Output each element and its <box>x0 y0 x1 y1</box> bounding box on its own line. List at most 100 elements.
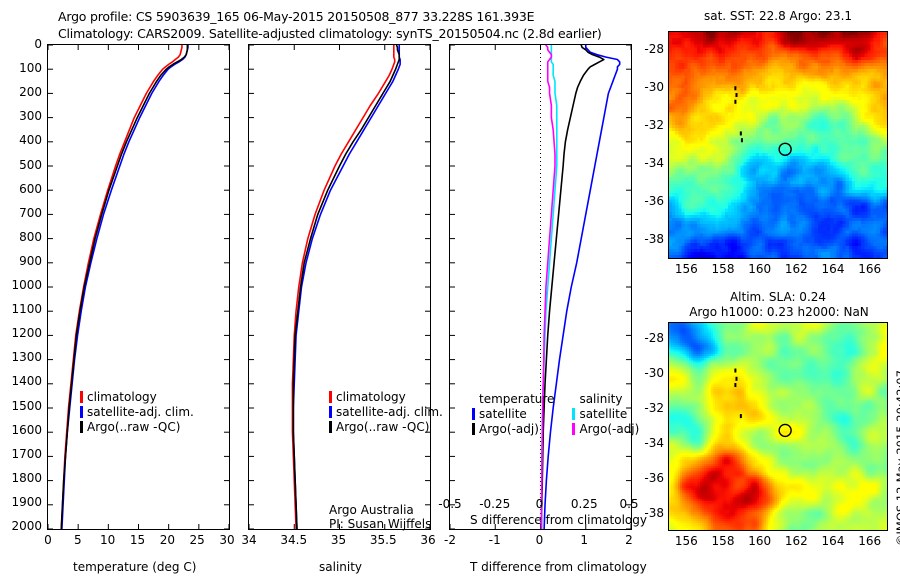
temperature-xtick-6: 30 <box>219 533 235 547</box>
legend-label-satellite-adj: satellite-adj. clim. <box>87 404 194 419</box>
legend-swatch-satellite-adj <box>80 405 83 418</box>
sst-lat-5: -38 <box>644 232 664 246</box>
salinity-xtick-1: 34.5 <box>280 533 308 547</box>
diff-sal-xtick-1: -0.25 <box>479 497 511 511</box>
page-title-line2: Climatology: CARS2009. Satellite-adjuste… <box>58 26 602 41</box>
depth-tick-600: 600 <box>19 181 42 196</box>
difference-legend: temperature satellite Argo(-adj) salinit… <box>472 391 639 436</box>
legend-label-climatology: climatology <box>87 389 157 404</box>
salinity-xtick-3: 35.5 <box>369 533 397 547</box>
temperature-xtick-4: 20 <box>159 533 175 547</box>
legend-label-sal-satellite: satellite <box>579 406 628 421</box>
salinity-plot-area <box>249 45 430 529</box>
sla-lat-0: -28 <box>644 331 664 346</box>
sla-lat-5: -38 <box>644 505 664 520</box>
depth-tick-1200: 1200 <box>11 326 42 341</box>
sla-lat-2: -32 <box>644 401 664 416</box>
legend-item-argo: Argo(..raw -QC) <box>80 419 194 434</box>
sst-lat-1: -30 <box>644 80 664 94</box>
sla-lat-4: -36 <box>644 470 664 485</box>
sla-lat-1: -30 <box>644 366 664 381</box>
difference-legend-temperature: temperature satellite Argo(-adj) <box>472 391 554 436</box>
legend-swatch-climatology <box>80 390 83 403</box>
sst-lat-4: -36 <box>644 194 664 208</box>
temperature-xtick-0: 0 <box>44 533 52 547</box>
sla-lon-5: 166 <box>858 534 882 548</box>
legend-header-salinity: salinity <box>572 391 639 406</box>
temperature-xtick-5: 25 <box>189 533 205 547</box>
sla-lon-3: 162 <box>784 534 808 548</box>
argo-australia-credit: Argo Australia PI: Susan Wijffels <box>329 503 431 531</box>
sst-lon-1: 158 <box>711 262 735 276</box>
legend-item-sal-satellite: satellite <box>572 406 639 421</box>
depth-tick-900: 900 <box>19 253 42 268</box>
diff-temp-xtick-2: 0 <box>535 533 544 547</box>
depth-tick-300: 300 <box>19 109 42 124</box>
legend-label-climatology: climatology <box>336 389 406 404</box>
depth-tick-100: 100 <box>19 61 42 76</box>
sst-lat-0: -28 <box>644 42 664 56</box>
sla-map-title-line2: Argo h1000: 0.23 h2000: NaN <box>689 305 869 319</box>
legend-item-climatology: climatology <box>80 389 194 404</box>
credit-line-2: PI: Susan Wijffels <box>329 517 432 531</box>
depth-tick-700: 700 <box>19 205 42 220</box>
legend-label-sal-argo-adj: Argo(-adj) <box>579 421 640 436</box>
legend-label-temp-satellite: satellite <box>479 406 527 421</box>
sst-lon-2: 160 <box>748 262 772 276</box>
legend-item-sal-argo-adj: Argo(-adj) <box>572 421 639 436</box>
legend-item-argo: Argo(..raw -QC) <box>329 419 443 434</box>
sst-map-canvas <box>669 32 887 258</box>
depth-tick-1100: 1100 <box>11 302 42 317</box>
difference-legend-salinity: salinity satellite Argo(-adj) <box>572 391 639 436</box>
depth-tick-1000: 1000 <box>11 278 42 292</box>
legend-item-satellite-adj: satellite-adj. clim. <box>329 404 443 419</box>
legend-header-salinity-label: salinity <box>579 391 623 406</box>
temperature-plot-area <box>48 45 229 529</box>
legend-swatch-climatology <box>329 390 332 403</box>
sla-lon-2: 160 <box>748 534 772 548</box>
temperature-xtick-3: 15 <box>129 533 146 547</box>
sla-lon-4: 164 <box>821 534 845 548</box>
legend-item-temp-argo-adj: Argo(-adj) <box>472 421 554 436</box>
diff-sal-xtick-3: 0.25 <box>570 497 598 511</box>
page-title-line1: Argo profile: CS 5903639_165 06-May-2015… <box>58 9 535 24</box>
depth-tick-200: 200 <box>19 85 42 100</box>
legend-swatch-argo <box>80 420 83 433</box>
difference-plot-area <box>450 45 631 529</box>
temperature-axis-label: temperature (deg C) <box>73 560 197 574</box>
sla-lon-0: 156 <box>674 534 698 548</box>
depth-tick-1900: 1900 <box>11 494 42 509</box>
sla-lon-1: 158 <box>711 534 735 548</box>
panel-temperature <box>47 44 230 530</box>
salinity-xtick-4: 36 <box>420 533 436 547</box>
depth-tick-500: 500 <box>19 157 42 172</box>
depth-tick-1600: 1600 <box>11 422 42 437</box>
depth-tick-0: 0 <box>34 37 42 51</box>
legend-swatch-sal-satellite <box>572 407 576 420</box>
temperature-xtick-2: 10 <box>100 533 116 547</box>
depth-tick-2000: 2000 <box>11 519 42 533</box>
legend-swatch-satellite-adj <box>329 405 332 418</box>
sst-lon-3: 162 <box>784 262 808 276</box>
sst-lon-0: 156 <box>674 262 698 276</box>
legend-swatch-temp-argo-adj <box>472 422 475 435</box>
legend-item-satellite-adj: satellite-adj. clim. <box>80 404 194 419</box>
legend-header-temperature-label: temperature <box>479 391 555 406</box>
salinity-xtick-0: 34 <box>241 533 257 547</box>
legend-label-temp-argo-adj: Argo(-adj) <box>479 421 539 436</box>
credit-line-1: Argo Australia <box>329 503 414 517</box>
legend-header-temperature: temperature <box>472 391 554 406</box>
legend-item-temp-satellite: satellite <box>472 406 554 421</box>
diff-temp-xtick-0: -2 <box>444 533 456 547</box>
depth-tick-800: 800 <box>19 229 42 244</box>
legend-swatch-temp-satellite <box>472 407 475 420</box>
map-sst <box>668 31 888 259</box>
legend-swatch-sal-argo-adj <box>572 422 576 435</box>
salinity-axis-label: salinity <box>319 560 363 574</box>
salinity-legend: climatology satellite-adj. clim. Argo(..… <box>329 389 443 434</box>
legend-label-satellite-adj: satellite-adj. clim. <box>336 404 443 419</box>
diff-sal-xtick-0: -0.5 <box>438 497 462 511</box>
depth-tick-1300: 1300 <box>11 350 42 365</box>
temperature-legend: climatology satellite-adj. clim. Argo(..… <box>80 389 194 434</box>
difference-salinity-axis-label: S difference from climatology <box>470 513 647 527</box>
